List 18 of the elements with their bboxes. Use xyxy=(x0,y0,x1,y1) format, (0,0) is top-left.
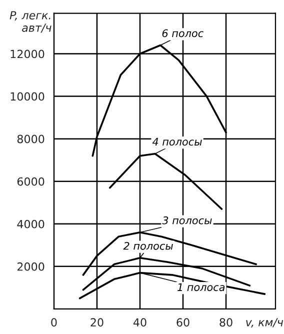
x-tick-label: 60 xyxy=(176,318,190,327)
y-tick-label: 12000 xyxy=(10,50,44,58)
x-tick-label: 20 xyxy=(90,318,104,327)
x-tick-label: 40 xyxy=(133,318,146,327)
y-tick-label: 8000 xyxy=(17,134,44,144)
series-label: 2 полосы xyxy=(123,242,173,250)
x-tick-label: 0 xyxy=(51,318,57,327)
y-axis-title: P, легк. авт/ч xyxy=(10,11,52,33)
series-label: 4 полосы xyxy=(152,138,202,146)
y-tick-label: 2000 xyxy=(17,262,44,271)
series-label: 6 полос xyxy=(162,29,204,38)
x-tick-label: 80 xyxy=(220,318,232,327)
x-axis-title: v, км/ч xyxy=(246,318,284,328)
y-tick-label: 4000 xyxy=(17,220,44,228)
series-label: 3 полосы xyxy=(162,216,212,224)
y-tick-label: 6000 xyxy=(17,177,44,186)
y-tick-label: 10000 xyxy=(10,92,44,101)
series-label: 1 полоса xyxy=(177,283,225,292)
